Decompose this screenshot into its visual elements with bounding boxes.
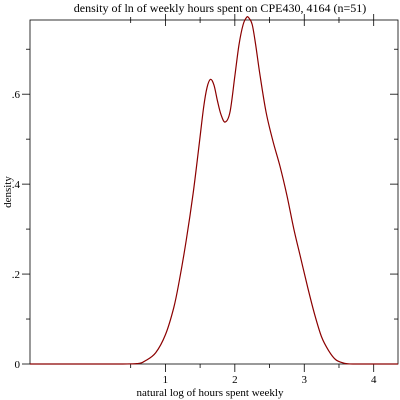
x-tick-label: 3 [302, 374, 308, 386]
plot-frame [29, 19, 399, 365]
y-tick-label: .2 [12, 269, 20, 281]
x-axis-ticks: 1 2 3 4 [130, 14, 377, 386]
series-layer [30, 16, 399, 365]
x-tick-label: 1 [163, 374, 169, 386]
x-axis-label: natural log of hours spent weekly [137, 387, 284, 399]
x-tick-label: 2 [232, 374, 238, 386]
chart-title: density of ln of weekly hours spent on C… [74, 1, 366, 15]
y-axis-label: density [2, 176, 14, 208]
density-curve [30, 16, 399, 365]
y-tick-label: .6 [12, 89, 21, 101]
y-tick-label: .4 [12, 179, 21, 191]
plot-border [29, 19, 399, 365]
y-tick-label: 0 [15, 359, 21, 371]
y-axis-ticks: 0 .2 .4 .6 [12, 48, 398, 371]
x-tick-label: 4 [371, 374, 377, 386]
